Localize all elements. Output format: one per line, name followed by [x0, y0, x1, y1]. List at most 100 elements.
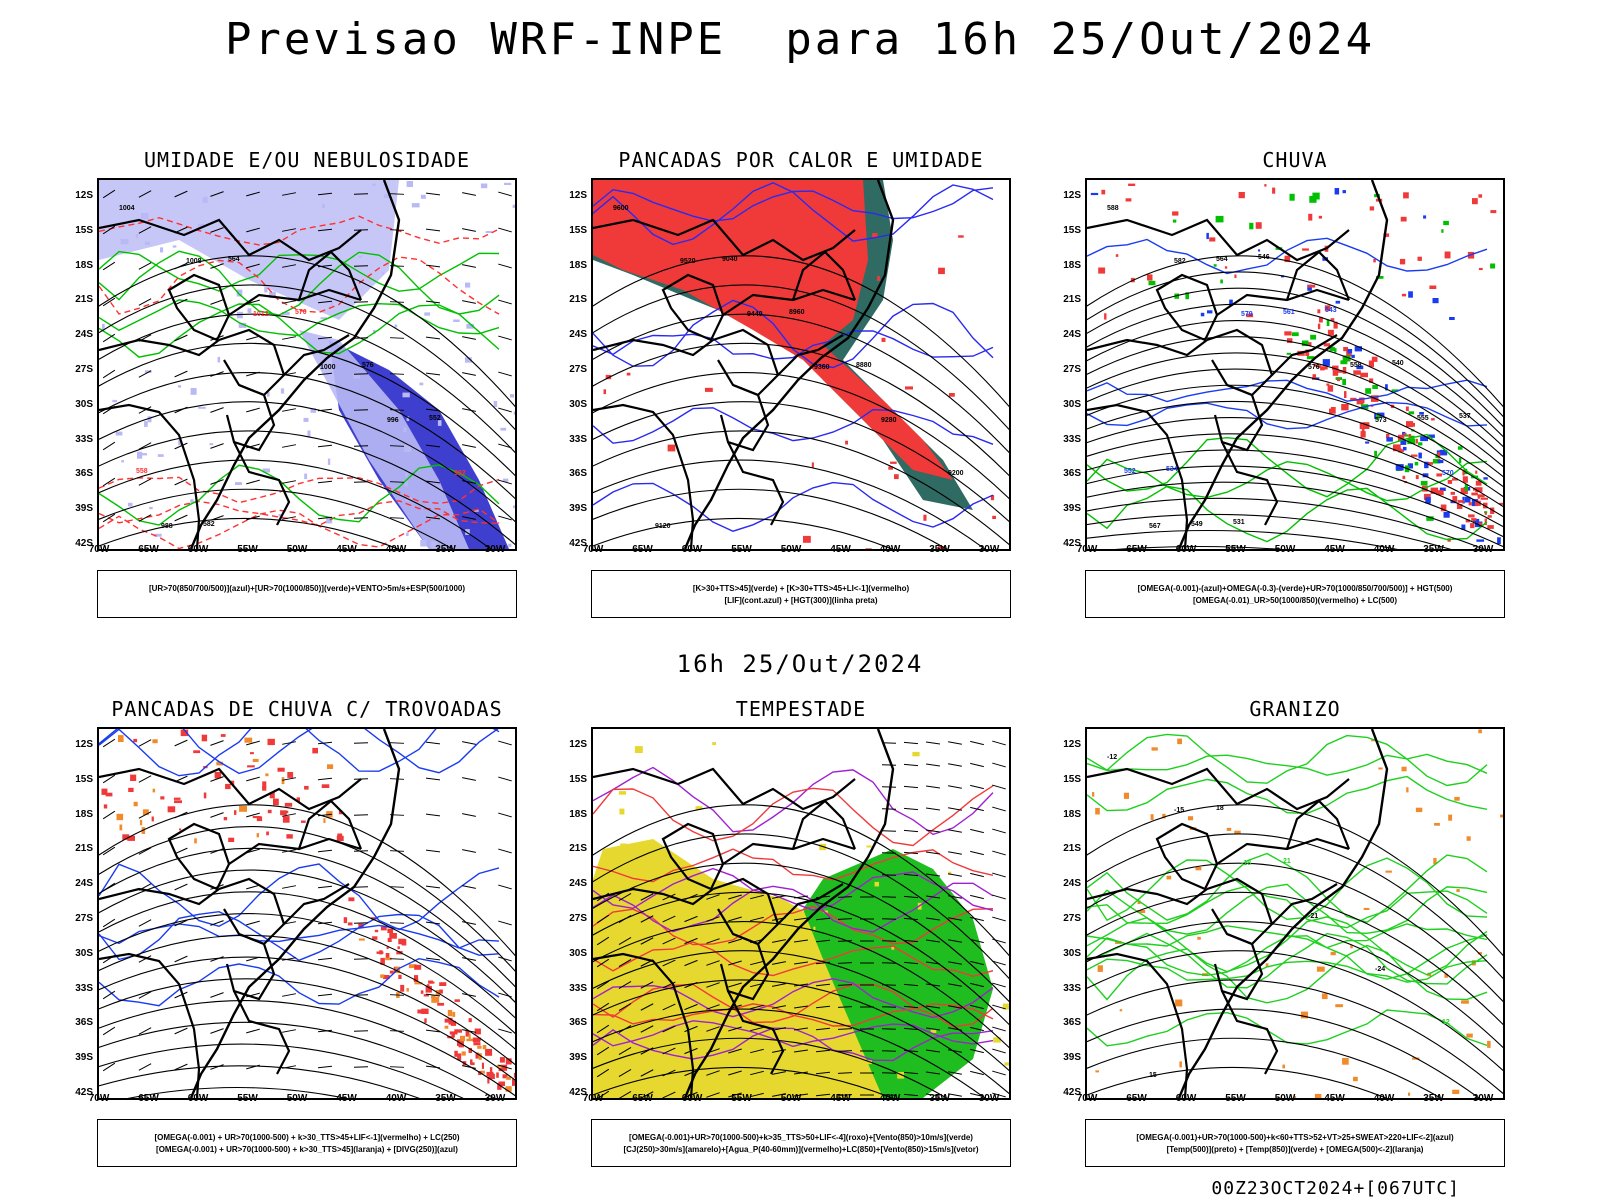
wind-arrow [706, 938, 720, 944]
lon-tick-label: 60W [1175, 1093, 1197, 1104]
speckle [1334, 348, 1337, 353]
speckle [1359, 422, 1363, 430]
wind-arrow [498, 407, 512, 413]
height-contour [1087, 891, 1503, 1026]
country-border [167, 273, 231, 342]
wind-arrow [317, 408, 333, 412]
wind-arrow [903, 1049, 919, 1053]
speckle [389, 933, 397, 939]
speckle [1487, 525, 1494, 529]
speckle [865, 548, 872, 549]
wind-arrow [246, 776, 260, 782]
height-contour [99, 342, 515, 477]
wind-arrow [317, 921, 333, 925]
lon-tick-label: 55W [1225, 544, 1246, 555]
wind-arrow [498, 191, 512, 197]
contour-label: 552 [429, 415, 441, 422]
speckle [1484, 518, 1487, 526]
wind-arrow [948, 763, 962, 767]
speckle [620, 843, 628, 850]
contour-label: 579 [1241, 311, 1253, 318]
wind-arrow [618, 1003, 632, 1011]
wind-arrow [925, 1049, 941, 1053]
colored-contour [593, 978, 994, 1019]
speckle [1362, 422, 1370, 429]
speckle [1477, 494, 1485, 498]
speckle [938, 546, 944, 549]
wind-arrow [970, 1070, 984, 1076]
speckle [1332, 369, 1339, 376]
speckle [1457, 446, 1463, 450]
panel-title: PANCADAS POR CALOR E UMIDADE [618, 148, 984, 172]
contour-label: 8960 [789, 309, 805, 316]
map-svg: 588 582 579 576 573 570 567 564 561 558 555 552 549 5… [1087, 180, 1503, 549]
speckle [1401, 766, 1407, 772]
height-contour [1087, 497, 1486, 549]
lon-tick-label: 70W [582, 544, 604, 555]
speckle [473, 1042, 481, 1046]
speckle [1443, 512, 1450, 518]
speckle [1415, 438, 1418, 444]
speckle [1484, 512, 1487, 515]
speckle [457, 1053, 462, 1061]
speckle [1465, 496, 1471, 503]
footer-timestamp: 00Z23OCT2024+[067UTC] [1211, 1178, 1460, 1199]
speckle [992, 515, 996, 519]
country-border [1087, 767, 1350, 811]
wind-arrow [903, 873, 919, 877]
wind-arrow [903, 939, 919, 943]
height-contour [99, 869, 515, 1003]
speckle [487, 1076, 490, 1084]
wind-arrow [498, 479, 512, 485]
wind-arrow [925, 873, 941, 877]
speckle [287, 772, 294, 778]
wind-arrow [425, 228, 441, 232]
colored-contour [1087, 1009, 1488, 1047]
colored-contour [1087, 934, 1488, 980]
wind-arrow [925, 1005, 941, 1009]
contour-label: 9200 [948, 470, 964, 477]
speckle [1478, 729, 1482, 734]
lat-tick-label: 36S [75, 1017, 93, 1029]
speckle [1418, 442, 1423, 446]
wind-arrow [498, 263, 512, 269]
speckle [710, 966, 715, 970]
speckle [135, 233, 139, 239]
wind-arrow [794, 983, 808, 987]
speckle [267, 738, 275, 746]
speckle [897, 1072, 905, 1079]
country-border [593, 767, 856, 811]
height-contours [593, 255, 1009, 549]
speckle [1307, 284, 1316, 288]
country-border [1087, 887, 1208, 906]
country-border [225, 383, 276, 452]
wind-arrow [282, 777, 296, 781]
country-border [1213, 932, 1264, 1001]
wind-arrow [246, 371, 260, 377]
wind-arrow [970, 982, 984, 988]
speckle [1255, 222, 1262, 229]
speckle [1334, 188, 1340, 195]
wind-arrow [246, 407, 260, 413]
wind-arrow [618, 915, 632, 923]
speckle [262, 786, 267, 791]
speckle [509, 394, 515, 398]
speckle [1337, 378, 1340, 382]
speckle [1344, 391, 1347, 398]
speckle [190, 388, 197, 395]
speckle [178, 385, 182, 388]
wind-arrow [246, 884, 260, 890]
colored-contour [1087, 883, 1488, 935]
wind-arrow [903, 983, 919, 987]
lon-tick-label: 70W [1076, 544, 1098, 555]
coastline [683, 729, 895, 1098]
wind-arrow [389, 1066, 405, 1068]
speckle [247, 765, 255, 768]
wind-arrow [210, 479, 224, 485]
contour-label: -15 [1174, 807, 1184, 814]
speckle [496, 1072, 499, 1078]
speckle [1403, 434, 1409, 437]
contour-label: 582 [1174, 258, 1186, 265]
wind-arrow [246, 479, 260, 485]
wind-arrow [728, 1070, 742, 1076]
